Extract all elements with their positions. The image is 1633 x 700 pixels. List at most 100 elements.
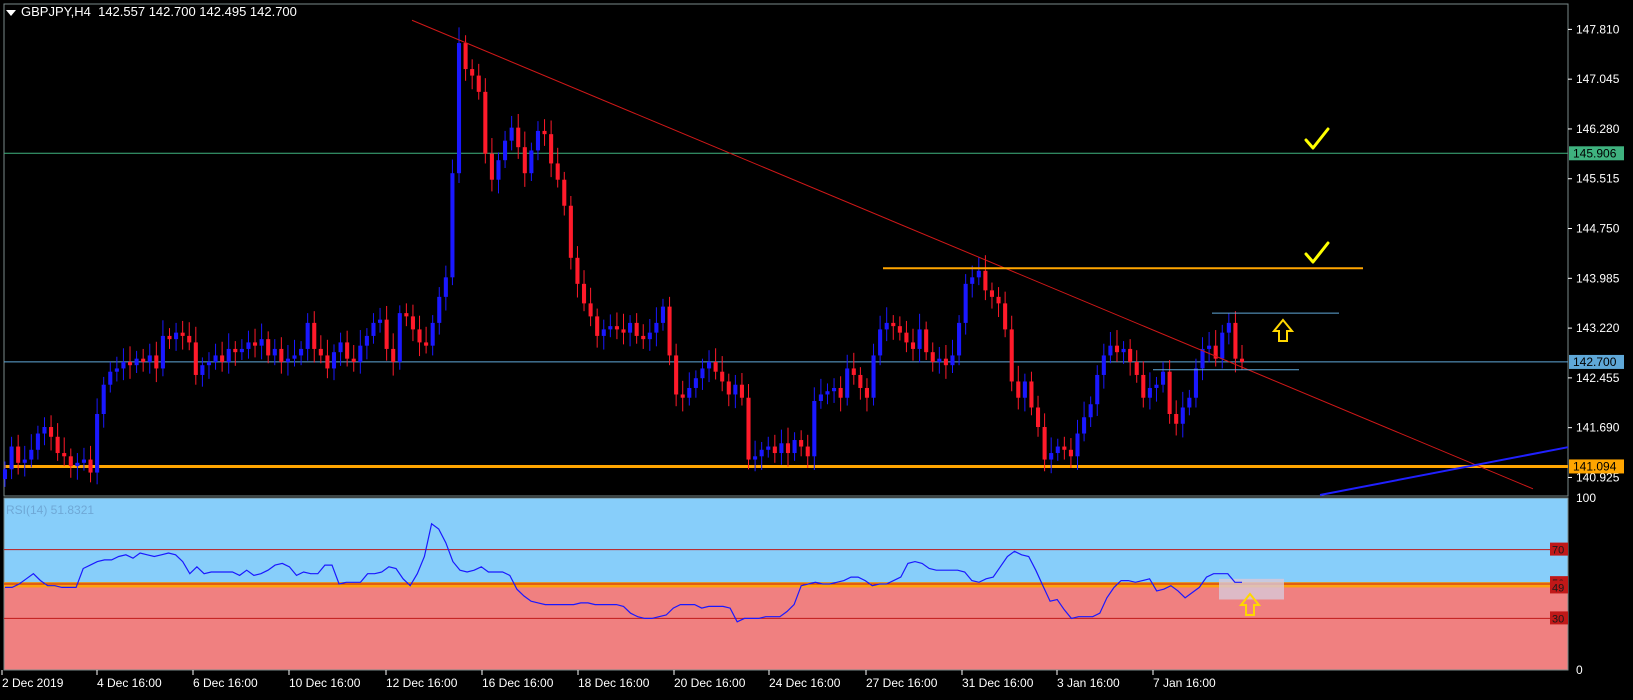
candle xyxy=(608,314,613,338)
candle-body xyxy=(259,339,264,346)
candle xyxy=(529,142,534,182)
candle-body xyxy=(49,427,54,437)
rsi-lower-fill xyxy=(4,582,1568,670)
candle-body xyxy=(601,329,606,336)
candle-body xyxy=(970,277,975,284)
rsi-pane xyxy=(3,497,1569,671)
candle-body xyxy=(924,329,929,353)
candle xyxy=(1101,343,1106,389)
candle xyxy=(259,323,264,360)
candle xyxy=(588,287,593,327)
candle xyxy=(180,320,185,350)
candle-body xyxy=(1226,322,1231,333)
candle-body xyxy=(595,316,600,336)
candle xyxy=(9,436,14,480)
candle xyxy=(88,445,93,483)
candle-body xyxy=(516,127,521,148)
candle-body xyxy=(700,368,705,379)
candle-body xyxy=(937,358,942,362)
candle xyxy=(358,330,363,374)
candle xyxy=(410,304,415,342)
rsi-level-label: 30 xyxy=(1552,613,1564,625)
candle-body xyxy=(1101,355,1106,375)
candle xyxy=(989,282,995,309)
candle xyxy=(213,343,218,370)
candle xyxy=(1161,361,1166,393)
candle-body xyxy=(799,440,804,447)
candle-body xyxy=(555,163,560,180)
candle xyxy=(983,255,988,301)
candle-body xyxy=(206,361,212,366)
candle-body xyxy=(430,322,435,346)
candle-body xyxy=(1239,358,1245,362)
rsi-scale-label: 0 xyxy=(1576,663,1583,677)
candle xyxy=(450,159,455,286)
y-tick-label: 143.985 xyxy=(1576,271,1620,285)
candle-body xyxy=(180,332,185,336)
candle-body xyxy=(213,355,218,362)
rsi-scale-label: 100 xyxy=(1576,491,1596,505)
check-mark-icon xyxy=(1304,127,1330,150)
candle xyxy=(470,59,475,90)
rsi-upper-fill xyxy=(4,498,1568,583)
main-pane-frame xyxy=(3,3,1569,497)
candle-body xyxy=(910,342,916,349)
candle xyxy=(785,427,791,467)
candle-body xyxy=(832,387,837,392)
candle-body xyxy=(266,339,271,356)
candle xyxy=(766,436,771,458)
candle-body xyxy=(127,361,133,366)
candle-body xyxy=(325,355,330,369)
x-tick-label: 4 Dec 16:00 xyxy=(97,676,162,690)
candle xyxy=(404,303,409,327)
candle-body xyxy=(845,368,850,398)
candle xyxy=(127,346,133,379)
price-tag-label: 142.700 xyxy=(1573,355,1617,369)
candle-body xyxy=(187,335,192,343)
candle-body xyxy=(489,153,494,180)
candle xyxy=(1134,350,1139,383)
candle-body xyxy=(174,332,179,340)
candle xyxy=(338,332,343,366)
candle-body xyxy=(943,358,948,366)
candle xyxy=(1114,330,1120,362)
x-tick-label: 27 Dec 16:00 xyxy=(866,676,938,690)
candle xyxy=(496,152,501,194)
candle xyxy=(121,348,126,381)
candle xyxy=(726,373,731,407)
candle xyxy=(1068,438,1073,469)
candle xyxy=(1193,358,1198,408)
candle-body xyxy=(1029,381,1034,408)
candle xyxy=(49,415,54,451)
candle xyxy=(1174,400,1179,436)
candle-body xyxy=(785,443,791,454)
candle-body xyxy=(1207,345,1212,349)
candle-body xyxy=(1161,371,1166,385)
candle xyxy=(456,27,462,183)
candle xyxy=(331,344,337,381)
candle xyxy=(397,305,402,370)
candle xyxy=(503,130,508,168)
candle xyxy=(641,324,646,349)
candle-body xyxy=(1233,322,1238,359)
uptrend-line xyxy=(1319,446,1569,496)
candle-body xyxy=(22,459,27,463)
candle-body xyxy=(483,91,488,154)
candle xyxy=(55,423,60,461)
candle-body xyxy=(818,394,823,401)
rsi-highlight-box xyxy=(1219,578,1284,600)
candle-body xyxy=(147,355,152,362)
y-tick-label: 140.925 xyxy=(1576,470,1620,484)
candle-body xyxy=(384,319,389,349)
rsi-label: RSI(14) 51.8321 xyxy=(6,503,95,517)
y-tick-label: 143.220 xyxy=(1576,321,1620,335)
candle xyxy=(1154,376,1159,402)
candle xyxy=(384,305,389,361)
candle-body xyxy=(358,345,363,362)
candle-body xyxy=(535,130,541,151)
candle xyxy=(1207,332,1212,363)
collapse-icon[interactable] xyxy=(6,9,16,16)
candle-body xyxy=(687,387,692,398)
rsi-mid-band xyxy=(4,582,1568,588)
drawn-objects xyxy=(411,19,1569,616)
